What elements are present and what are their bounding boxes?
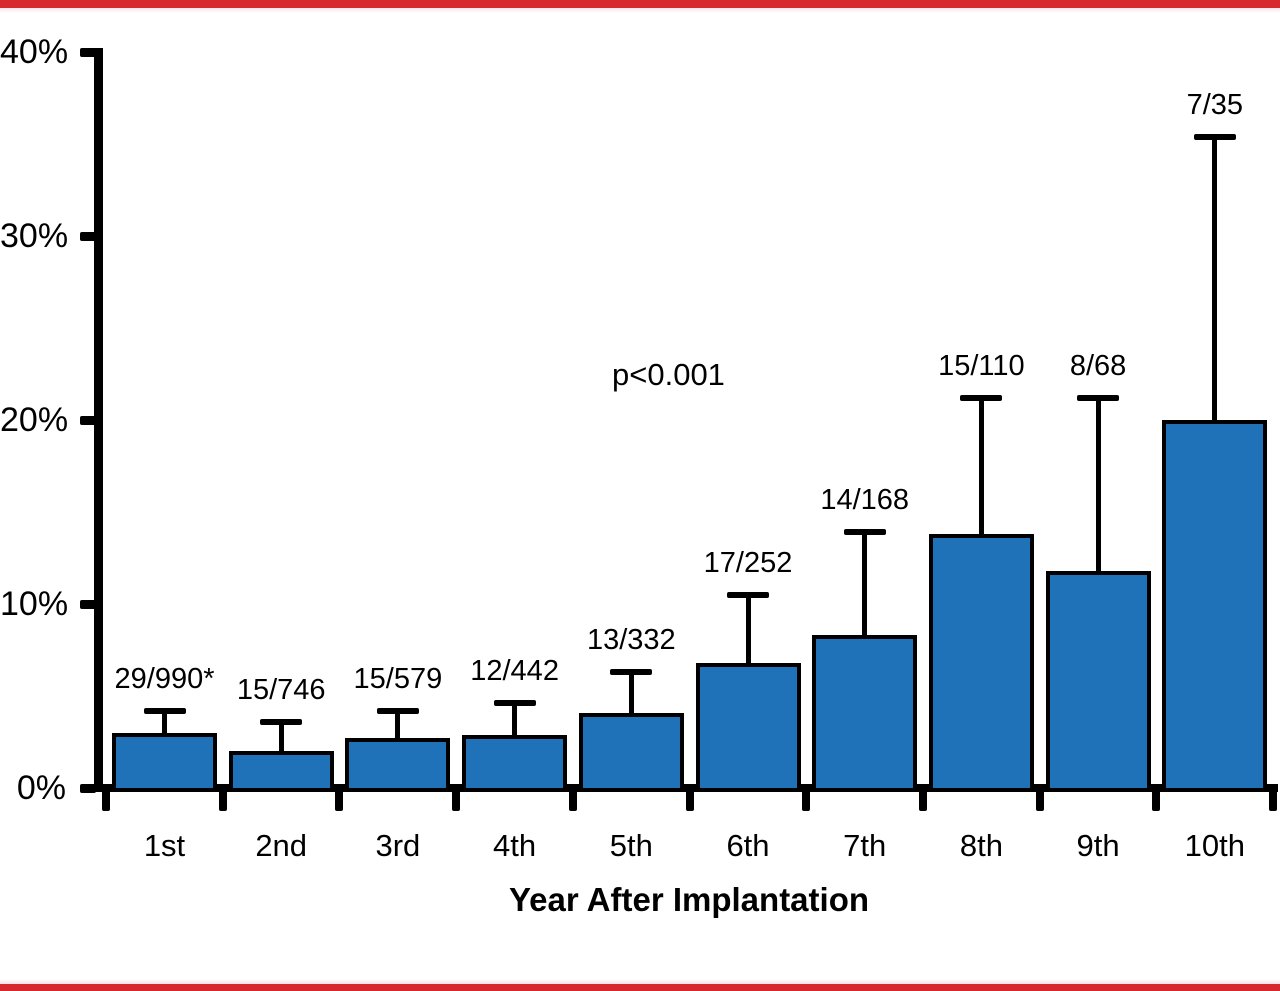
x-tick-label: 5th <box>609 828 653 863</box>
y-tick-label: 10% <box>0 585 69 623</box>
error-bar-stem <box>162 710 167 733</box>
y-tick-label: 20% <box>0 401 69 439</box>
bar-value-label: 14/168 <box>820 484 910 517</box>
error-bar-cap <box>260 718 303 725</box>
x-tick-label: 9th <box>1076 828 1120 863</box>
error-bar-stem <box>745 594 751 663</box>
error-bar-cap <box>143 707 186 714</box>
error-bar-stem <box>862 532 868 636</box>
error-bar-stem <box>395 710 401 739</box>
error-bar-cap <box>843 529 886 536</box>
x-tick-label: 4th <box>493 828 537 863</box>
bar-value-label: 17/252 <box>703 546 793 579</box>
bar-value-label: 7/35 <box>1186 88 1244 121</box>
bar <box>462 734 568 792</box>
y-tick-label: 30% <box>0 217 69 255</box>
bar-value-label: 15/746 <box>236 673 326 706</box>
bar-value-label: 8/68 <box>1069 349 1127 382</box>
top-border-rule <box>0 0 1280 8</box>
error-bar-stem <box>512 703 518 735</box>
y-tick <box>80 599 96 609</box>
x-tick <box>568 784 577 811</box>
bar-value-label: 15/110 <box>938 349 1025 382</box>
error-bar-stem <box>628 672 634 713</box>
x-tick <box>335 784 344 811</box>
error-bar-cap <box>493 700 536 707</box>
bar <box>345 738 451 792</box>
x-tick <box>1035 784 1044 811</box>
error-bar-cap <box>960 394 1003 401</box>
x-tick-label: 7th <box>843 828 887 863</box>
p-value-annotation: p<0.001 <box>612 357 725 392</box>
x-tick-label: 10th <box>1184 828 1245 863</box>
error-bar-stem <box>1212 136 1218 420</box>
error-bar-cap <box>376 707 419 714</box>
bar <box>1162 420 1268 792</box>
x-tick-label: 2nd <box>255 828 308 863</box>
bar-value-label: 29/990* <box>114 662 215 695</box>
bar <box>112 732 217 792</box>
bar <box>1045 570 1151 792</box>
x-tick <box>802 784 811 811</box>
x-tick-label: 8th <box>959 828 1003 863</box>
x-tick <box>685 784 694 811</box>
y-tick <box>80 783 96 793</box>
x-tick <box>102 784 110 811</box>
y-tick <box>80 47 96 57</box>
error-bar-cap <box>727 591 769 598</box>
y-axis-line <box>94 48 103 792</box>
x-tick <box>452 784 461 811</box>
x-tick <box>218 784 227 811</box>
error-bar-stem <box>978 397 984 535</box>
error-bar-cap <box>1077 394 1120 401</box>
x-tick <box>1152 784 1161 811</box>
bar-value-label: 12/442 <box>470 655 559 688</box>
x-tick-label: 3rd <box>375 828 421 863</box>
error-bar-stem <box>278 721 284 752</box>
x-axis-title: Year After Implantation <box>508 881 870 918</box>
bottom-border-rule <box>0 984 1280 991</box>
x-tick <box>1269 784 1277 811</box>
top-border-rule-fade <box>0 8 1280 13</box>
bar <box>228 751 334 792</box>
bar <box>812 635 918 792</box>
x-tick-label: 1st <box>143 828 186 863</box>
bar <box>578 712 684 792</box>
y-tick <box>80 415 96 425</box>
y-tick-label: 0% <box>16 769 66 807</box>
error-bar-stem <box>1095 397 1101 571</box>
bar-value-label: 15/579 <box>353 662 443 695</box>
y-tick-label: 40% <box>0 33 69 71</box>
bar-value-label: 13/332 <box>586 624 676 657</box>
error-bar-cap <box>1193 133 1236 140</box>
x-tick <box>918 784 927 811</box>
y-tick <box>80 231 96 241</box>
x-tick-label: 6th <box>726 828 770 863</box>
bar <box>695 662 801 792</box>
bar <box>928 534 1034 792</box>
error-bar-cap <box>610 669 653 676</box>
bottom-border-rule-fade <box>0 979 1280 984</box>
